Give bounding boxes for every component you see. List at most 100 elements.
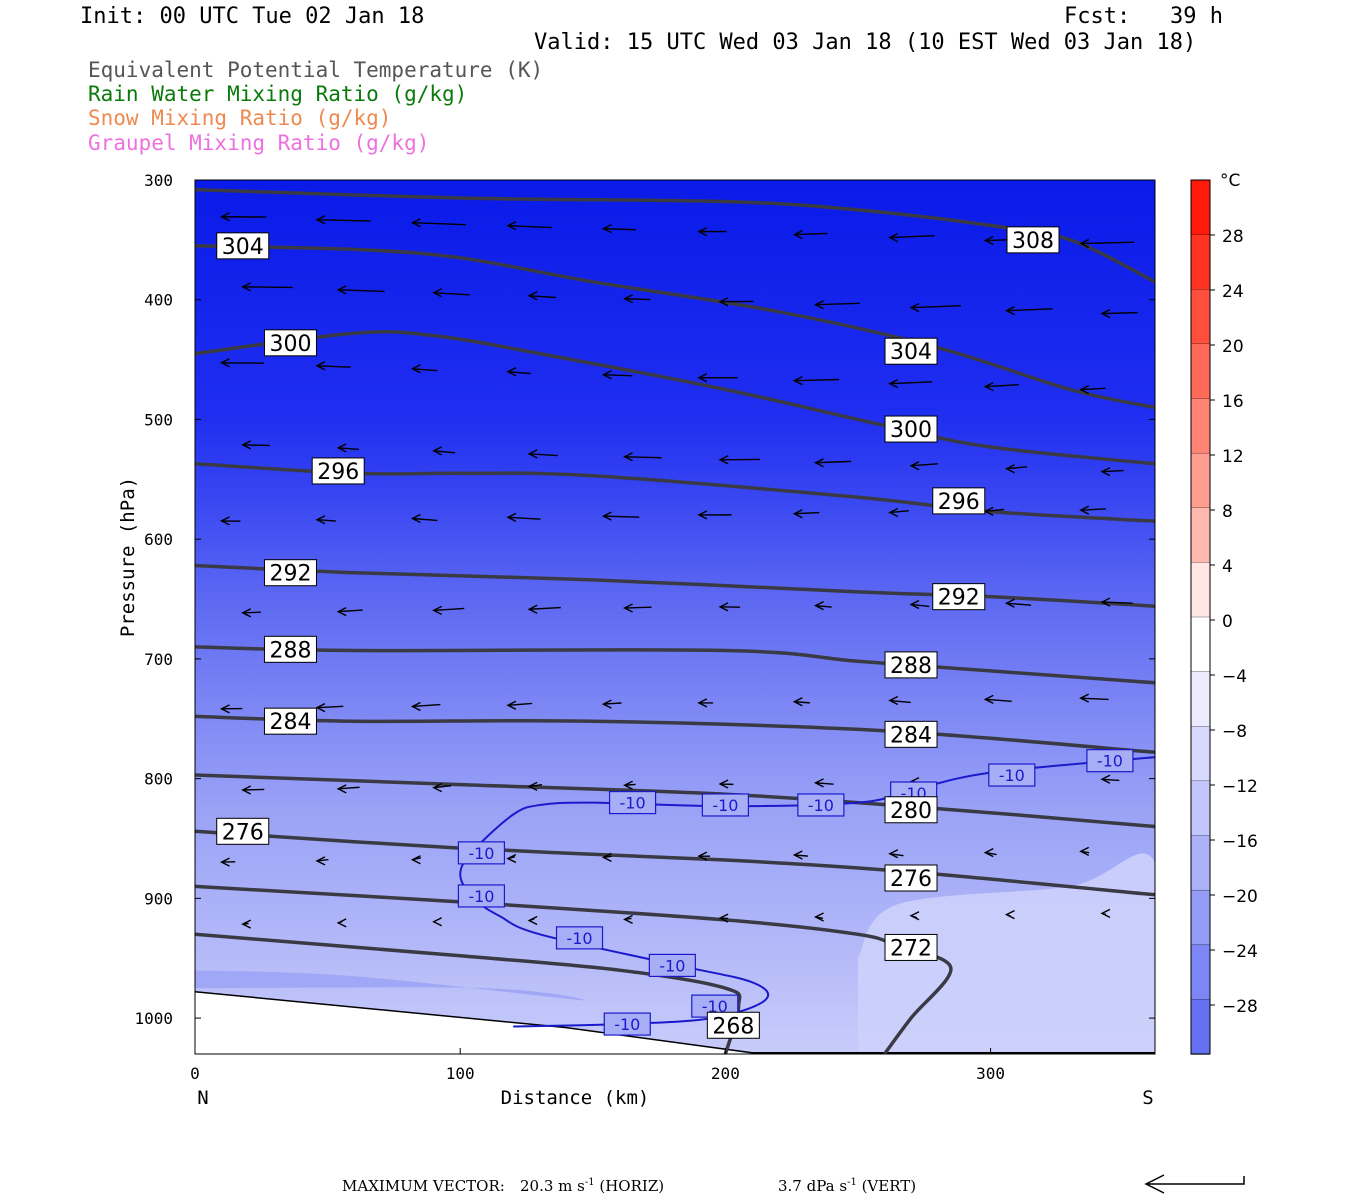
wind-vector (623, 780, 636, 790)
wind-vector (697, 227, 727, 237)
wind-vector (1100, 467, 1124, 477)
colorbar-swatch (1190, 452, 1211, 509)
wind-vector (909, 461, 938, 471)
wind-vector (623, 294, 651, 304)
theta-e-contour-284 (195, 714, 1155, 755)
forecast-hour: Fcst: 39 h (1064, 4, 1223, 29)
wind-vector (1100, 908, 1111, 919)
colorbar-label: 20 (1222, 337, 1244, 357)
wind-vector (1004, 306, 1053, 316)
wind-vector (697, 373, 738, 383)
cold-pocket-fill (195, 970, 585, 1001)
reference-vector-arrow (1144, 1174, 1245, 1194)
wind-vector (983, 847, 997, 858)
wind-vector (983, 694, 1012, 704)
temperature-contour-minus10 (459, 756, 1155, 1028)
theta-e-label: 272 (890, 936, 932, 961)
temperature-label-box (1086, 749, 1134, 773)
horiz-exp: -1 (584, 1177, 595, 1188)
x-end-label-south: S (1142, 1087, 1153, 1109)
theta-e-label-box (216, 232, 270, 260)
wind-vector (792, 229, 828, 240)
x-tick-label: 200 (711, 1064, 740, 1083)
theta-e-label-box (884, 651, 938, 679)
theta-e-label: 284 (890, 723, 932, 748)
horiz-value: 20.3 m s (520, 1177, 585, 1195)
max-vector-horizontal: 20.3 m s-1 (HORIZ) (520, 1177, 664, 1195)
wind-vector (432, 288, 470, 298)
wind-vector (813, 300, 860, 310)
theta-e-label: 268 (712, 1014, 754, 1039)
theta-e-contour-288 (195, 645, 1155, 685)
x-tick-label: 300 (976, 1064, 1005, 1083)
wind-vector (1079, 238, 1135, 249)
wind-vector (336, 784, 360, 794)
legend-snow: Snow Mixing Ratio (g/kg) (88, 106, 392, 130)
wind-vector (888, 379, 933, 389)
theta-e-label-box (884, 796, 938, 824)
theta-e-label-box (706, 1011, 760, 1039)
wind-vector (601, 699, 622, 709)
wind-vector (432, 605, 465, 616)
colorbar-label: −8 (1222, 722, 1247, 742)
wind-vector (219, 857, 236, 867)
temperature-label: -10 (659, 956, 685, 975)
wind-vector (336, 285, 385, 295)
temperature-label-box (555, 926, 604, 950)
theta-e-label: 276 (890, 867, 932, 892)
wind-vector (888, 849, 904, 859)
wind-vector (506, 853, 517, 864)
temperature-label: -10 (468, 887, 494, 906)
wind-vector (315, 215, 371, 225)
colorbar-label: −16 (1222, 832, 1258, 852)
theta-e-contour-300 (195, 330, 1155, 466)
colorbar-swatch (1190, 780, 1211, 837)
colorbar-swatch (1190, 999, 1211, 1055)
theta-e-label-box (1006, 226, 1060, 254)
wind-vector (219, 516, 241, 526)
legend-graupel: Graupel Mixing Ratio (g/kg) (88, 131, 430, 155)
theta-e-contour-276 (195, 829, 1155, 897)
theta-e-label-box (263, 559, 317, 587)
wind-vector (697, 698, 714, 708)
max-vector-label: MAXIMUM VECTOR: (342, 1177, 505, 1195)
horiz-tail: (HORIZ) (594, 1177, 665, 1195)
wind-vector (1100, 774, 1120, 784)
colorbar-label: −20 (1222, 887, 1258, 907)
wind-vector (623, 452, 662, 462)
y-tick-label: 800 (144, 770, 173, 789)
theta-e-label-box (884, 720, 938, 748)
theta-e-label-box (884, 864, 938, 892)
theta-e-label-box (884, 337, 938, 365)
wind-vector (1004, 598, 1032, 608)
wind-vector (888, 507, 909, 518)
temperature-label: -10 (619, 794, 645, 813)
colorbar-label: 0 (1222, 612, 1233, 632)
vert-exp: -1 (847, 1177, 857, 1188)
wind-vector (336, 918, 347, 928)
theta-e-label: 284 (269, 710, 311, 735)
theta-e-label: 280 (890, 799, 932, 824)
temperature-label-box (701, 793, 749, 817)
colorbar-swatch (1190, 944, 1211, 1001)
theta-e-label-box (311, 457, 365, 485)
max-vector-vertical: 3.7 dPa s-1 (VERT) (778, 1177, 916, 1195)
temperature-label-box (603, 1012, 651, 1036)
theta-e-label-box (216, 817, 270, 845)
wind-vector (983, 506, 1005, 516)
theta-e-label: 304 (890, 340, 932, 365)
theta-e-label: 300 (269, 332, 311, 357)
wind-vector (697, 851, 711, 861)
colorbar-label: 4 (1222, 557, 1233, 577)
y-tick-label: 400 (144, 291, 173, 310)
wind-vector (527, 915, 538, 926)
wind-vector (909, 911, 920, 921)
wind-vector (813, 458, 852, 468)
colorbar-swatch (1190, 179, 1211, 236)
wind-vector (888, 695, 911, 706)
wind-vector (718, 297, 754, 307)
wind-vector (506, 221, 552, 231)
theta-e-label: 276 (222, 820, 264, 845)
wind-vector (410, 513, 438, 524)
wind-vector (909, 599, 930, 610)
